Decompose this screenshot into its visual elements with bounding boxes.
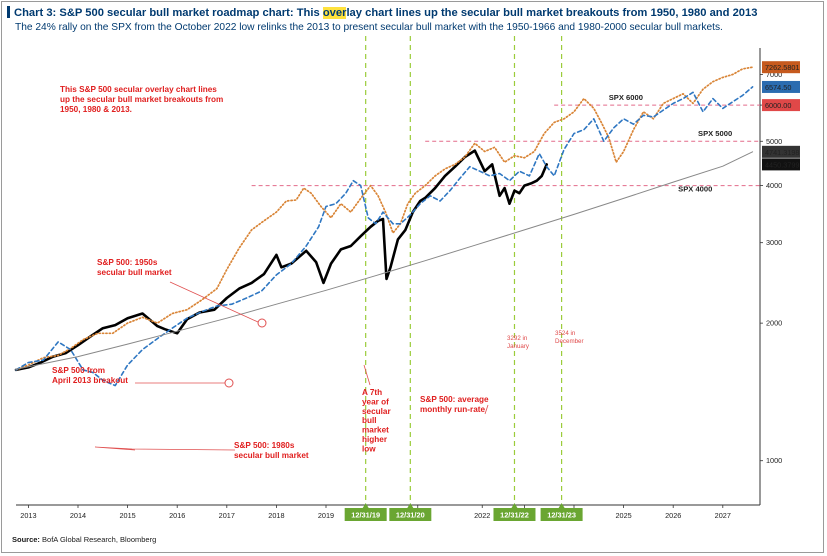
y-tick-label: 3000 xyxy=(766,238,782,247)
annotation-6: 3292 in January xyxy=(507,335,530,350)
title-highlight: over xyxy=(322,7,347,19)
date-label: 12/31/22 xyxy=(500,511,529,520)
annotation-7-line: December xyxy=(555,338,584,345)
end-value-label: 6574.50 xyxy=(765,83,791,92)
y-tick-label: 4000 xyxy=(766,181,782,190)
annotation-2: S&P 500 from April 2013 breakout xyxy=(52,366,128,385)
end-value-bg xyxy=(762,145,800,158)
x-tick-label: 2018 xyxy=(268,511,284,520)
y-tick-label: 5000 xyxy=(766,137,782,146)
date-label: 12/31/20 xyxy=(396,511,425,520)
end-value-label: 4450.3799 xyxy=(765,160,800,169)
annotation-7: 3524 in December xyxy=(555,330,584,345)
annotation-leader xyxy=(94,446,236,451)
date-label: 12/31/23 xyxy=(547,511,576,520)
x-tick-label: 2015 xyxy=(119,511,135,520)
x-tick-label: 2019 xyxy=(318,511,334,520)
annotation-1: S&P 500: 1950s secular bull market xyxy=(97,258,172,277)
title-suffix: lay chart lines up the secular bull mark… xyxy=(346,7,758,19)
end-value-bg xyxy=(762,158,800,171)
end-value-bg xyxy=(762,61,800,74)
end-value-label: 7262.5801 xyxy=(765,63,800,72)
annotation-1-line: S&P 500: 1950s xyxy=(97,258,158,267)
end-value-bg xyxy=(762,80,800,93)
annotation-5-line: monthly run-rate xyxy=(420,405,485,414)
annotation-0-line: 1950, 1980 & 2013. xyxy=(60,105,132,114)
annotation-4-line: bull xyxy=(362,416,377,425)
annotation-5: S&P 500: average monthly run-rate xyxy=(420,395,489,414)
annotation-leader xyxy=(363,364,371,386)
x-tick-label: 2016 xyxy=(169,511,185,520)
annotation-0: This S&P 500 secular overlay chart lines… xyxy=(60,85,223,114)
annotation-2-line: S&P 500 from xyxy=(52,366,105,375)
y-tick-label: 1000 xyxy=(766,456,782,465)
annotation-leader xyxy=(484,404,489,415)
source-label: Source: xyxy=(12,535,40,544)
annotation-2-line: April 2013 breakout xyxy=(52,376,128,385)
chart-subtitle: The 24% rally on the SPX from the Octobe… xyxy=(15,22,723,33)
annotation-3-line: secular bull market xyxy=(234,451,309,460)
y-tick-label: 2000 xyxy=(766,319,782,328)
date-label-bg xyxy=(344,508,387,521)
date-label-pointer xyxy=(511,503,518,508)
date-label-pointer xyxy=(407,503,414,508)
annotation-0-line: up the secular bull market breakouts fro… xyxy=(60,95,223,104)
x-tick-label: 2027 xyxy=(715,511,731,520)
annotation-4-line: market xyxy=(362,426,389,435)
series-line-3 xyxy=(15,151,754,370)
x-tick-label: 2014 xyxy=(70,511,86,520)
annotation-leader xyxy=(169,281,259,323)
y-tick-label: 7000 xyxy=(766,70,782,79)
annotation-4: A 7th year of secular bull market higher low xyxy=(362,388,391,453)
date-label-bg xyxy=(493,508,536,521)
date-label-pointer xyxy=(558,503,565,508)
x-tick-label: 2017 xyxy=(219,511,235,520)
callout-circle xyxy=(257,318,267,328)
chart-title: Chart 3: S&P 500 secular bull market roa… xyxy=(7,6,757,19)
x-tick-label: 2013 xyxy=(20,511,36,520)
date-label: 12/31/19 xyxy=(351,511,380,520)
end-value-label: 4741.3198 xyxy=(765,148,800,157)
annotation-4-line: A 7th xyxy=(362,388,382,397)
annotation-0-line: This S&P 500 secular overlay chart lines xyxy=(60,85,217,94)
annotation-6-line: 3292 in xyxy=(507,335,528,342)
series-line-1 xyxy=(15,66,754,371)
annotation-4-line: higher xyxy=(362,435,388,444)
date-label-pointer xyxy=(362,503,369,508)
x-tick-label: 2026 xyxy=(665,511,681,520)
reference-label-6000: SPX 6000 xyxy=(609,93,643,102)
reference-label-5000: SPX 5000 xyxy=(698,129,732,138)
x-tick-label: 2022 xyxy=(474,511,490,520)
source-note: Source: BofA Global Research, Bloomberg xyxy=(12,535,156,544)
title-accent-bar xyxy=(7,6,10,18)
date-label-bg xyxy=(389,508,432,521)
annotation-4-line: low xyxy=(362,444,376,453)
annotation-1-line: secular bull market xyxy=(97,268,172,277)
reference-label-4000: SPX 4000 xyxy=(678,185,712,194)
annotation-3-line: S&P 500: 1980s xyxy=(234,441,295,450)
annotation-4-line: secular xyxy=(362,407,391,416)
annotation-3: S&P 500: 1980s secular bull market xyxy=(234,441,309,460)
date-label-bg xyxy=(540,508,583,521)
annotation-7-line: 3524 in xyxy=(555,330,576,337)
annotation-4-line: year of xyxy=(362,397,389,406)
title-prefix: Chart 3: S&P 500 secular bull market roa… xyxy=(14,7,323,19)
annotation-6-line: January xyxy=(507,343,530,350)
callout-circle xyxy=(224,378,234,388)
end-value-label: 6000.00 xyxy=(765,101,791,110)
series-line-0 xyxy=(14,149,548,372)
end-value-bg xyxy=(762,99,800,112)
source-text: BofA Global Research, Bloomberg xyxy=(39,535,157,544)
annotation-5-line: S&P 500: average xyxy=(420,395,489,404)
x-tick-label: 2025 xyxy=(615,511,631,520)
